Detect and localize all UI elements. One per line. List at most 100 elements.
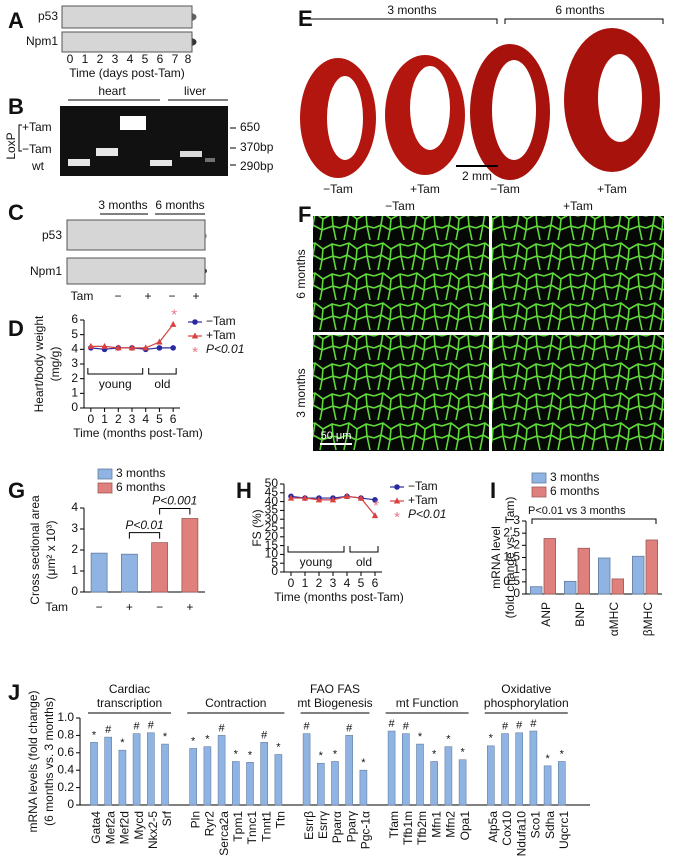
lane-label: 4	[127, 52, 134, 66]
x-axis-label: Time (months post-Tam)	[274, 590, 404, 604]
micrograph	[313, 216, 489, 332]
significance-mark: *	[373, 498, 379, 515]
bar-marker: #	[219, 722, 226, 734]
y-axis-label: FS (%)	[250, 509, 264, 546]
x-tick-label: Tfam	[387, 811, 401, 838]
group-label: FAO FAS	[310, 682, 360, 696]
bracket-label: old	[154, 377, 170, 391]
axis-label: Time (days post-Tam)	[69, 66, 185, 80]
bracket-label: old	[356, 555, 372, 569]
legend-label: 3 months	[550, 470, 599, 484]
condition-label: −Tam	[490, 182, 520, 196]
bar-marker: *	[489, 733, 494, 745]
panel-letter: A	[8, 8, 24, 33]
bar-marker: #	[403, 721, 410, 733]
x-tick-label: Nkx2-5	[146, 811, 160, 849]
bar	[543, 538, 557, 595]
bar	[120, 553, 138, 593]
x-tick-label: 3	[330, 576, 337, 590]
bar	[645, 539, 659, 595]
x-tick-label: Sdha	[543, 811, 557, 839]
x-tick-label: Ttn	[274, 811, 288, 828]
bar	[564, 580, 577, 595]
legend-label: 3 months	[116, 466, 165, 480]
annotation: P<0.01 vs 3 months	[528, 505, 626, 517]
row-label: p53	[38, 9, 58, 23]
bar	[161, 743, 169, 806]
lane-label: 6	[157, 52, 164, 66]
x-tick-label: 4	[142, 412, 149, 426]
y-axis-label: mRNA levels (fold change)	[26, 690, 40, 832]
y-axis-label: (mg/g)	[48, 347, 62, 382]
x-tick-label: Mef2d	[118, 811, 132, 844]
x-tick-label: Esrrγ	[316, 811, 330, 839]
category-title: Tam	[45, 600, 68, 614]
bar-marker: *	[446, 734, 451, 746]
panel-letter: E	[298, 6, 313, 31]
x-tick-label: Cox10	[500, 811, 514, 846]
x-tick-label: 1	[302, 576, 309, 590]
point	[287, 494, 295, 501]
bar	[232, 761, 240, 806]
x-tick-label: ANP	[539, 602, 553, 627]
y-tick-label: 2	[71, 542, 78, 556]
bar-marker: *	[234, 748, 239, 760]
blot	[61, 31, 193, 53]
point	[101, 342, 108, 349]
size-label: 290bp	[240, 159, 274, 173]
bar	[302, 733, 311, 806]
x-tick-label: Ndufa10	[514, 811, 528, 857]
bracket	[18, 124, 22, 152]
point	[156, 338, 163, 345]
band	[120, 116, 146, 130]
bar	[543, 765, 552, 806]
x-tick-label: 1	[101, 412, 108, 426]
legend-label: −Tam	[206, 314, 236, 328]
point	[394, 484, 400, 490]
blot	[66, 257, 206, 285]
band-label: −Tam	[22, 142, 52, 156]
band	[96, 148, 118, 156]
point	[115, 344, 122, 351]
bar	[345, 735, 354, 806]
bar	[90, 742, 98, 806]
bracket	[148, 368, 177, 375]
row-label: Npm1	[30, 264, 62, 278]
x-tick-label: Mef2a	[103, 811, 117, 845]
legend-label: +Tam	[408, 493, 438, 507]
size-tick	[230, 127, 236, 166]
band-label: wt	[31, 159, 45, 173]
bracket	[159, 508, 191, 515]
micrograph	[313, 335, 489, 451]
panel-letter: F	[298, 202, 311, 227]
bar-marker: #	[516, 720, 523, 732]
bar-marker: #	[502, 721, 509, 733]
lane-label: 7	[172, 52, 179, 66]
x-axis-label: Time (months post-Tam)	[73, 426, 203, 440]
row-label: Npm1	[26, 34, 58, 48]
group-label: 6 months	[155, 198, 204, 212]
bar	[401, 733, 410, 806]
bar	[147, 732, 155, 806]
bracket	[128, 532, 161, 539]
y-tick-label: 3	[513, 513, 520, 527]
y-tick-label: 35	[265, 503, 279, 517]
micrograph	[492, 216, 664, 332]
bar	[611, 578, 625, 595]
x-tick-label: Srf	[160, 810, 174, 826]
x-tick-label: −	[96, 600, 103, 614]
bar	[90, 552, 108, 593]
bar-marker: #	[134, 721, 141, 733]
bar-marker: #	[148, 720, 155, 732]
x-tick-label: Esrrβ	[302, 811, 316, 840]
bar-marker: *	[545, 753, 550, 765]
condition-label: −Tam	[323, 182, 353, 196]
y-tick-label: 0	[71, 584, 78, 598]
point	[169, 320, 177, 327]
scale-label: 50 μm	[321, 430, 352, 442]
x-tick-label: βMHC	[641, 602, 655, 637]
condition-label: +Tam	[597, 182, 627, 196]
point	[142, 344, 149, 351]
x-tick-label: 3	[129, 412, 136, 426]
x-tick-label: Mfn1	[429, 811, 443, 838]
